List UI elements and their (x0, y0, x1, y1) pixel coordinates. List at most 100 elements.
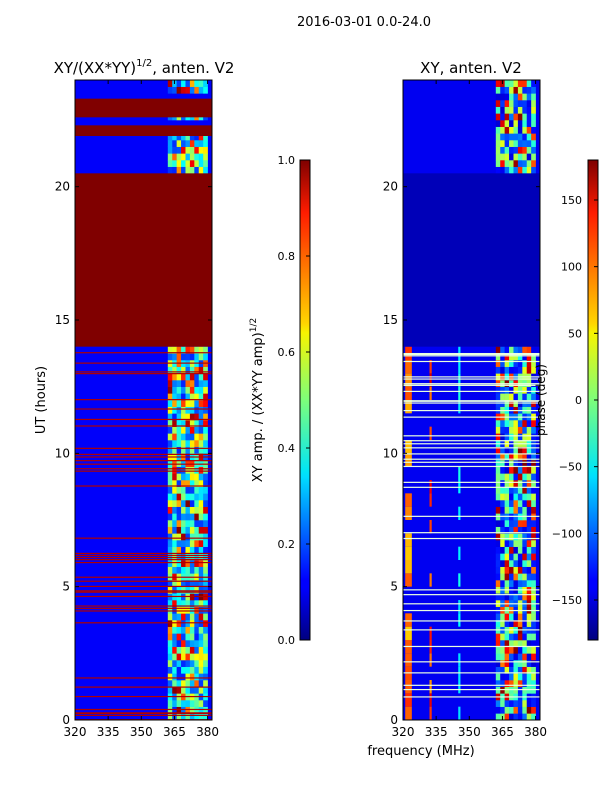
heatmap-cell (176, 426, 182, 434)
heatmap-cell (509, 520, 514, 527)
y-tick-label: 20 (55, 180, 70, 194)
heatmap-cell (181, 386, 186, 394)
heatmap-cell (189, 386, 195, 394)
heatmap-cell (172, 700, 177, 707)
heatmap-cell (500, 613, 505, 621)
heatmap-cell (185, 80, 191, 87)
heatmap-cell (167, 166, 173, 174)
heatmap-cell (172, 353, 177, 361)
heatmap-cell (185, 366, 191, 374)
heatmap-cell (405, 440, 412, 454)
heatmap-cell (517, 453, 523, 461)
heatmap-cell (513, 360, 519, 367)
heatmap-cell (167, 660, 173, 667)
heatmap-cell (517, 353, 523, 361)
heatmap-cell (513, 613, 519, 621)
heatmap-cell (458, 480, 461, 494)
heatmap-cell (504, 133, 510, 141)
heatmap-cell (522, 580, 528, 587)
colorbar2-label: phase (deg) (534, 364, 548, 436)
heatmap-cell (509, 433, 514, 441)
heatmap-cell (189, 140, 195, 147)
heatmap-cell (509, 620, 514, 627)
heatmap-cell (181, 473, 186, 481)
heatmap-cell (522, 646, 528, 654)
heatmap-cell (531, 360, 536, 367)
heatmap-cell (517, 700, 523, 707)
heatmap-cell (513, 453, 519, 461)
heatmap-cell (526, 466, 532, 474)
heatmap-cell (172, 366, 177, 374)
heatmap-cell (167, 373, 173, 381)
flag-line (403, 440, 540, 442)
heatmap-cell (531, 426, 536, 434)
heatmap-cell (531, 553, 536, 561)
heatmap-cell (189, 380, 195, 387)
heatmap-cell (526, 140, 532, 147)
heatmap-cell (517, 393, 523, 401)
heatmap-cell (185, 613, 191, 621)
heatmap-cell (531, 706, 536, 714)
heatmap-cell (181, 533, 186, 541)
colorbar-tick-label: 1.0 (278, 154, 296, 167)
heatmap-cell (517, 153, 523, 161)
heatmap-cell (513, 366, 519, 374)
heatmap-cell (522, 700, 528, 707)
heatmap-cell (198, 520, 204, 527)
flag-line (403, 661, 540, 663)
heatmap-cell (522, 666, 528, 674)
flag-line (75, 537, 212, 539)
heatmap-cell (181, 400, 186, 407)
heatmap-cell (167, 700, 173, 707)
heatmap-cell (167, 153, 173, 161)
heatmap-cell (509, 426, 514, 434)
heatmap-cell (522, 353, 528, 361)
heatmap-cell (500, 553, 505, 561)
heatmap-cell (526, 86, 532, 94)
heatmap-cell (495, 620, 501, 627)
heatmap-cell (167, 500, 173, 507)
heatmap-cell (405, 626, 412, 640)
heatmap-cell (198, 486, 204, 494)
heatmap-cell (172, 393, 177, 401)
heatmap-cell (189, 633, 195, 641)
heatmap-cell (172, 546, 177, 554)
heatmap-cell (405, 613, 412, 627)
heatmap-cell (500, 166, 505, 174)
heatmap-cell (181, 540, 186, 547)
heatmap-cell (203, 680, 208, 687)
heatmap-cell (194, 566, 200, 574)
heatmap-cell (189, 146, 195, 154)
heatmap-cell (495, 480, 501, 487)
heatmap-cell (167, 400, 173, 407)
heatmap-cell (172, 413, 177, 421)
heatmap-cell (531, 100, 536, 107)
heatmap-cell (185, 406, 191, 414)
heatmap-cell (181, 606, 186, 614)
heatmap-cell (522, 426, 528, 434)
heatmap-cell (203, 166, 208, 174)
heatmap-cell (172, 420, 177, 427)
heatmap-cell (531, 646, 536, 654)
heatmap-cell (203, 686, 208, 694)
heatmap-cell (167, 633, 173, 641)
heatmap-cell (181, 500, 186, 507)
heatmap-cell (500, 493, 505, 501)
heatmap-cell (172, 140, 177, 147)
flag-line (75, 447, 212, 449)
flag-line (403, 684, 540, 686)
heatmap-cell (405, 373, 412, 387)
heatmap-cell (189, 533, 195, 541)
flag-line (75, 591, 212, 593)
heatmap-cell (176, 166, 182, 174)
heatmap-cell (194, 346, 200, 354)
flag-line (403, 435, 540, 437)
heatmap-cell (185, 706, 191, 714)
heatmap-cell (181, 493, 186, 501)
heatmap-cell (172, 586, 177, 594)
heatmap-cell (189, 506, 195, 514)
heatmap-cell (198, 166, 204, 174)
flag-line (75, 485, 212, 487)
heatmap-cell (509, 646, 514, 654)
colorbar-tick-label: −100 (552, 527, 582, 540)
